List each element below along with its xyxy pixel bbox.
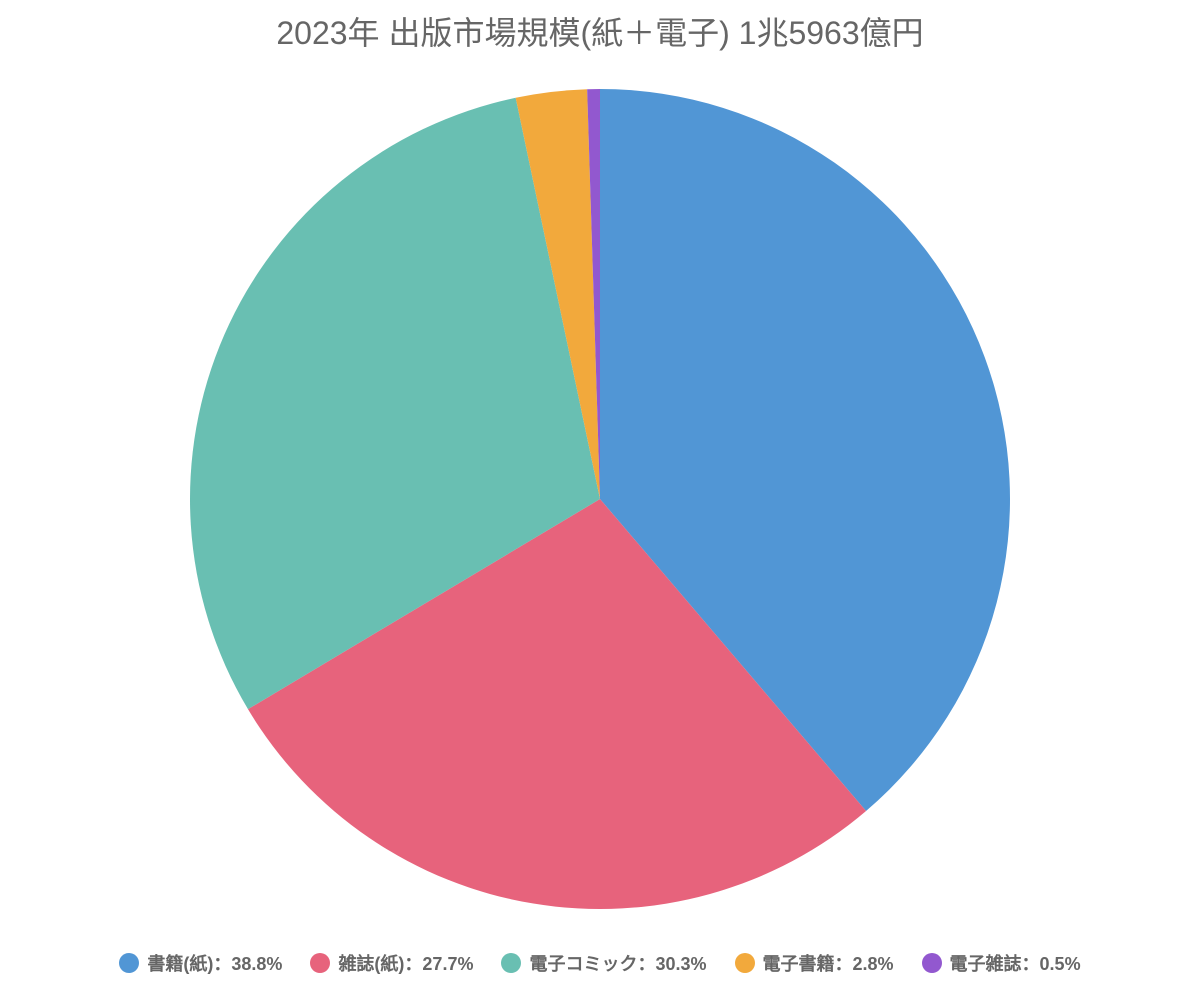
chart-container: 2023年 出版市場規模(紙＋電子) 1兆5963億円 書籍(紙)：38.8% 雑… — [0, 0, 1200, 1000]
chart-title: 2023年 出版市場規模(紙＋電子) 1兆5963億円 — [276, 8, 923, 54]
legend-dot-icon — [735, 953, 755, 973]
legend-item: 電子雑誌：0.5% — [922, 950, 1081, 976]
legend-item: 電子書籍：2.8% — [735, 950, 894, 976]
legend-dot-icon — [501, 953, 521, 973]
legend-item: 書籍(紙)：38.8% — [119, 950, 282, 976]
legend-dot-icon — [310, 953, 330, 973]
legend-label: 電子雑誌：0.5% — [950, 950, 1081, 976]
pie-area — [0, 54, 1200, 944]
legend-label: 電子コミック：30.3% — [529, 950, 706, 976]
legend-dot-icon — [922, 953, 942, 973]
legend-item: 電子コミック：30.3% — [501, 950, 706, 976]
legend-label: 書籍(紙)：38.8% — [147, 950, 282, 976]
pie-svg — [0, 69, 1200, 929]
legend-label: 電子書籍：2.8% — [763, 950, 894, 976]
legend-item: 雑誌(紙)：27.7% — [310, 950, 473, 976]
legend-dot-icon — [119, 953, 139, 973]
legend: 書籍(紙)：38.8% 雑誌(紙)：27.7% 電子コミック：30.3% 電子書籍：2… — [0, 944, 1200, 1000]
legend-label: 雑誌(紙)：27.7% — [338, 950, 473, 976]
